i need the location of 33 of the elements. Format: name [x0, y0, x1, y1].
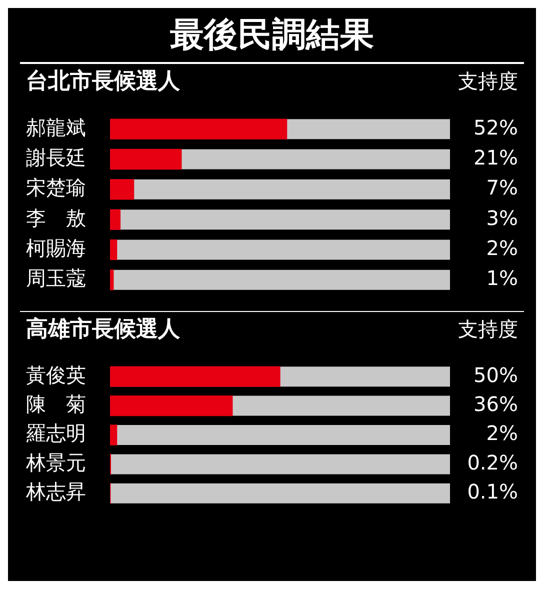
chart-title: 最後民調結果 [20, 8, 524, 64]
y-tick-label: 林景元 [25, 450, 86, 474]
bar [110, 424, 118, 446]
data-label: 1% [486, 266, 518, 290]
data-label: 2% [486, 236, 518, 260]
y-tick-label: 陳 菊 [26, 392, 86, 416]
chart-subtitle: 台北市長候選人 [26, 68, 180, 96]
bar [110, 209, 121, 230]
data-label: 50% [474, 362, 518, 387]
data-label: 0.2% [467, 450, 518, 474]
bar [110, 179, 134, 200]
y-tick-label: 黃俊英 [26, 362, 86, 387]
x-axis-title: 支持度 [458, 68, 518, 94]
y-tick-label: 羅志明 [26, 421, 86, 446]
data-label: 3% [486, 206, 518, 230]
chart-subtitle: 高雄市長候選人 [26, 316, 180, 344]
bar [110, 148, 182, 170]
data-label: 52% [474, 115, 518, 140]
y-tick-label: 周玉蔻 [26, 266, 86, 290]
data-label: 21% [474, 145, 518, 170]
y-tick-label: 宋楚瑜 [26, 176, 86, 200]
y-tick-label: 謝長廷 [26, 145, 86, 170]
y-tick-label: 郝龍斌 [26, 115, 86, 140]
y-tick-label: 李 敖 [26, 206, 86, 230]
x-axis-title: 支持度 [458, 316, 518, 342]
y-tick-label: 林志昇 [25, 480, 86, 504]
bar [110, 239, 118, 260]
data-label: 2% [486, 421, 518, 446]
data-label: 7% [486, 176, 518, 200]
bar [110, 270, 114, 290]
data-label: 36% [474, 392, 518, 416]
y-tick-label: 柯賜海 [26, 236, 86, 260]
data-label: 0.1% [467, 480, 518, 504]
